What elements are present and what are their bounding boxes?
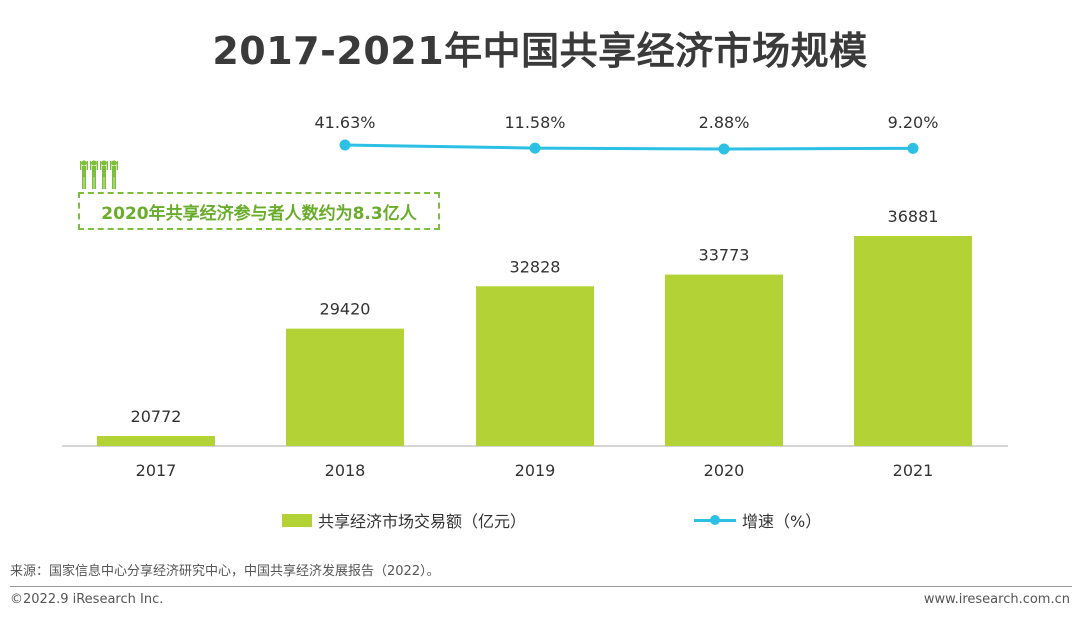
legend-line-label: 增速（%） xyxy=(742,512,822,531)
bar-2020 xyxy=(665,274,783,446)
x-tick-label-2021: 2021 xyxy=(893,461,934,480)
legend-bar-item: 共享经济市场交易额（亿元） xyxy=(282,508,526,532)
bar-2017 xyxy=(97,436,215,446)
bar-value-label-2017: 20772 xyxy=(131,407,182,426)
x-tick-label-2018: 2018 xyxy=(325,461,366,480)
legend-bar-swatch xyxy=(282,513,312,527)
legend-bar-label: 共享经济市场交易额（亿元） xyxy=(318,512,527,531)
growth-line xyxy=(344,143,914,151)
x-tick-label-2017: 2017 xyxy=(136,461,177,480)
bar-2021 xyxy=(854,236,972,446)
bar-value-label-2019: 32828 xyxy=(510,257,561,276)
bar-value-label-2020: 33773 xyxy=(699,246,750,265)
participants-callout: 2020年共享经济参与者人数约为8.3亿人 xyxy=(78,192,440,230)
growth-point-2020 xyxy=(718,143,730,155)
x-tick-label-2020: 2020 xyxy=(704,461,745,480)
bar-2019 xyxy=(476,286,594,446)
source-note: 来源：国家信息中心分享经济研究中心，中国共享经济发展报告（2022）。 xyxy=(10,564,440,579)
x-tick-label-2019: 2019 xyxy=(515,461,556,480)
growth-label-2021: 9.20% xyxy=(888,113,939,132)
copyright-text: ©2022.9 iResearch Inc. xyxy=(10,592,164,607)
growth-label-2019: 11.58% xyxy=(504,113,565,132)
footer-divider xyxy=(10,586,1072,587)
chart: 20772 2017 29420 2018 32828 2019 33773 2020 3688… xyxy=(62,113,1008,480)
bar-value-label-2021: 36881 xyxy=(888,207,939,226)
growth-label-2018: 41.63% xyxy=(314,113,375,132)
bar-value-label-2018: 29420 xyxy=(320,300,371,319)
bar-2018 xyxy=(286,328,404,446)
legend-line-swatch xyxy=(694,514,736,527)
growth-point-2019 xyxy=(529,142,541,154)
growth-point-2018 xyxy=(339,139,351,151)
bars-layer: 20772 2017 29420 2018 32828 2019 33773 2020 3688… xyxy=(62,207,1008,480)
people-icon xyxy=(80,160,118,189)
legend-line-item: 增速（%） xyxy=(694,508,821,532)
chart-title: 2017-2021年中国共享经济市场规模 xyxy=(212,29,868,73)
website-link[interactable]: www.iresearch.com.cn xyxy=(923,592,1070,607)
line-layer: 41.63% 11.58% 2.88% 9.20% xyxy=(314,113,938,155)
growth-point-2021 xyxy=(907,142,919,154)
growth-label-2020: 2.88% xyxy=(699,113,750,132)
